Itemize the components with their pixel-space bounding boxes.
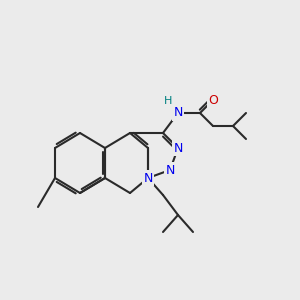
Text: N: N [173, 106, 183, 119]
Text: N: N [165, 164, 175, 176]
Text: H: H [164, 96, 172, 106]
Text: N: N [143, 172, 153, 184]
Text: O: O [208, 94, 218, 106]
Text: N: N [173, 142, 183, 154]
